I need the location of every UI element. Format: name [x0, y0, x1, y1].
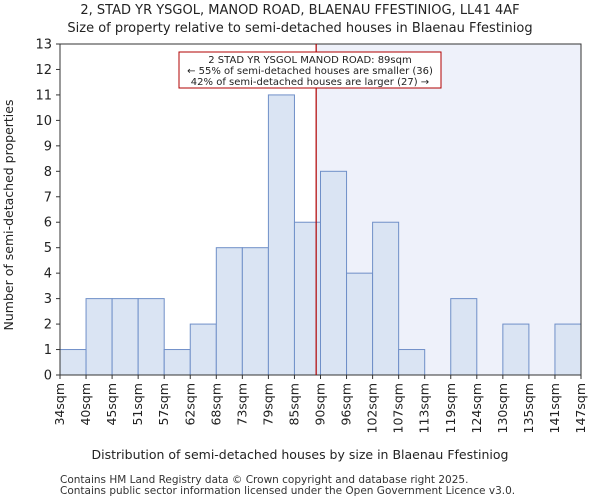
histogram-bar	[189, 323, 217, 376]
histogram-bar	[450, 298, 478, 376]
histogram-bar	[163, 349, 191, 376]
y-tick-label: 3	[44, 292, 52, 307]
histogram-bar	[215, 247, 243, 376]
y-tick-label: 2	[44, 318, 52, 333]
x-tick-label: 68sqm	[208, 383, 223, 426]
footer-attribution-land-registry: Contains HM Land Registry data © Crown c…	[60, 474, 469, 486]
x-axis-label: Distribution of semi-detached houses by …	[92, 447, 509, 462]
histogram-bar	[267, 94, 295, 376]
annotation-title: 2 STAD YR YSGOL MANOD ROAD: 89sqm	[208, 55, 411, 66]
footer-attribution-ogl: Contains public sector information licen…	[60, 485, 516, 497]
y-tick-label: 0	[44, 369, 52, 384]
y-tick-label: 12	[35, 63, 52, 78]
histogram-bar	[554, 323, 582, 376]
x-tick-label: 51sqm	[130, 383, 145, 426]
y-axis-label: Number of semi-detached properties	[1, 100, 16, 331]
x-tick-label: 130sqm	[495, 383, 510, 433]
chart-title-address: 2, STAD YR YSGOL, MANOD ROAD, BLAENAU FF…	[80, 3, 520, 18]
y-tick-label: 7	[44, 190, 52, 205]
y-tick-label: 13	[35, 38, 52, 53]
histogram-bar	[111, 298, 139, 376]
histogram-bar	[320, 170, 348, 376]
x-tick-label: 40sqm	[78, 383, 93, 426]
annotation-larger: 42% of semi-detached houses are larger (…	[191, 77, 429, 88]
x-tick-label: 141sqm	[547, 383, 562, 433]
x-tick-label: 85sqm	[286, 383, 301, 426]
chart-title: Size of property relative to semi-detach…	[67, 21, 533, 36]
histogram-bar	[59, 349, 87, 376]
histogram-bar	[85, 298, 113, 376]
x-tick-label: 57sqm	[156, 383, 171, 426]
x-tick-label: 135sqm	[521, 383, 536, 433]
annotation-smaller: ← 55% of semi-detached houses are smalle…	[187, 66, 433, 77]
x-tick-label: 147sqm	[573, 383, 588, 433]
y-tick-label: 8	[44, 165, 52, 180]
histogram-bar	[137, 298, 165, 376]
x-tick-label: 34sqm	[52, 383, 67, 426]
x-tick-label: 73sqm	[234, 383, 249, 426]
y-tick-label: 1	[44, 343, 52, 358]
x-tick-label: 79sqm	[260, 383, 275, 426]
histogram-bar	[241, 247, 269, 376]
x-tick-label: 124sqm	[469, 383, 484, 433]
annotation-box	[178, 51, 442, 89]
x-tick-label: 102sqm	[365, 383, 380, 433]
histogram-bar	[502, 323, 530, 376]
x-tick-label: 62sqm	[182, 383, 197, 426]
y-tick-label: 11	[35, 88, 52, 103]
x-tick-label: 107sqm	[391, 383, 406, 433]
y-tick-label: 6	[44, 216, 52, 231]
x-tick-label: 45sqm	[104, 383, 119, 426]
histogram-bar	[346, 272, 374, 376]
histogram-bar	[372, 221, 400, 376]
x-tick-label: 113sqm	[417, 383, 432, 433]
y-tick-label: 5	[44, 241, 52, 256]
y-tick-label: 9	[44, 139, 52, 154]
x-tick-label: 96sqm	[339, 383, 354, 426]
y-tick-label: 4	[44, 267, 52, 282]
x-tick-label: 90sqm	[313, 383, 328, 426]
x-tick-label: 119sqm	[443, 383, 458, 433]
y-tick-label: 10	[35, 114, 52, 129]
histogram-bar	[398, 349, 426, 376]
